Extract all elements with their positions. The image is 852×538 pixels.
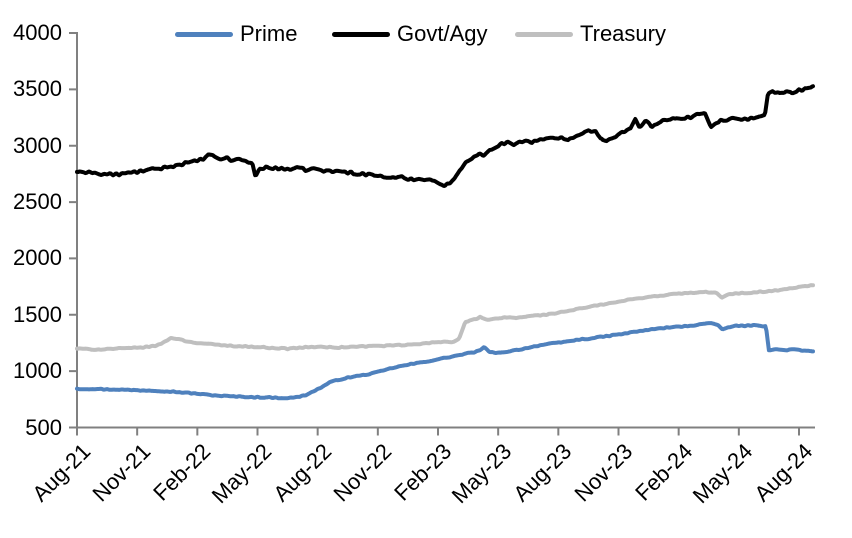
prime-legend-line-icon bbox=[175, 31, 233, 37]
y-axis-label: 1500 bbox=[13, 301, 62, 327]
govt-agy-series-line bbox=[75, 84, 815, 188]
y-axis-label: 4000 bbox=[13, 20, 62, 45]
legend-label: Govt/Agy bbox=[397, 21, 488, 46]
prime-series-line bbox=[75, 321, 815, 401]
y-axis-label: 500 bbox=[25, 414, 62, 440]
y-axis-label: 1000 bbox=[13, 358, 62, 384]
treasury-legend-line-icon bbox=[515, 31, 573, 37]
govt-agy-legend-line-icon bbox=[332, 31, 390, 37]
x-axis-ticks bbox=[76, 427, 800, 436]
legend-item-prime: Prime bbox=[175, 21, 298, 46]
y-axis-label: 2500 bbox=[13, 189, 62, 215]
y-axis-label: 3000 bbox=[13, 132, 62, 158]
legend-label: Treasury bbox=[580, 21, 666, 46]
treasury-series-line bbox=[75, 283, 815, 352]
legend-label: Prime bbox=[240, 21, 298, 46]
y-axis-label: 2000 bbox=[13, 245, 62, 271]
legend-item-treasury: Treasury bbox=[515, 21, 666, 46]
y-axis-label: 3500 bbox=[13, 76, 62, 102]
y-axis-ticks bbox=[69, 32, 77, 429]
legend-item-govt-agy: Govt/Agy bbox=[332, 21, 488, 46]
